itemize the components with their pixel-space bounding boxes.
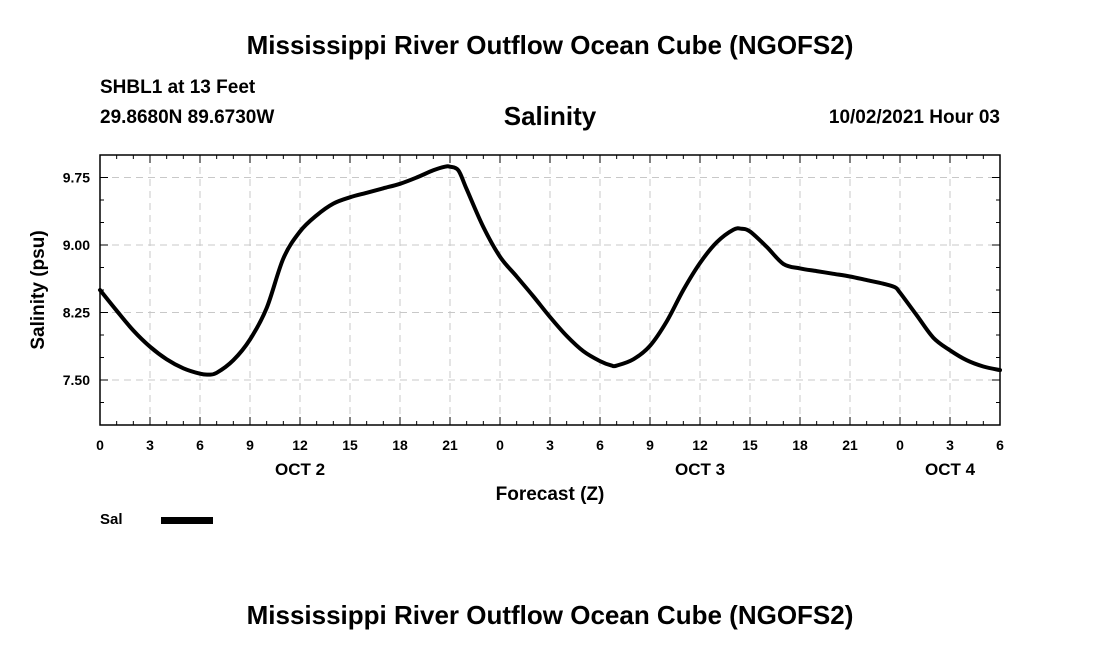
day-label: OCT 4 (925, 460, 976, 479)
x-tick-label: 3 (946, 437, 954, 453)
x-tick-label: 12 (292, 437, 308, 453)
x-tick-label: 0 (496, 437, 504, 453)
x-tick-label: 6 (596, 437, 604, 453)
datetime-label: 10/02/2021 Hour 03 (828, 107, 1000, 128)
x-tick-label: 3 (546, 437, 554, 453)
x-tick-label: 6 (996, 437, 1004, 453)
y-axis-title: Salinity (psu) (28, 230, 49, 349)
x-tick-label: 15 (342, 437, 358, 453)
x-tick-label: 15 (742, 437, 758, 453)
chart-title: Salinity (503, 101, 597, 131)
x-tick-label: 0 (96, 437, 104, 453)
coordinates-label: 29.8680N 89.6730W (100, 107, 275, 128)
grid (100, 155, 1000, 425)
x-tick-label: 21 (842, 437, 858, 453)
y-tick-label: 7.50 (63, 372, 90, 388)
series (98, 164, 1002, 377)
day-label: OCT 3 (675, 460, 725, 479)
station-label: SHBL1 at 13 Feet (100, 77, 256, 98)
x-tick-label: 21 (442, 437, 458, 453)
day-label: OCT 2 (275, 460, 325, 479)
footer-title: Mississippi River Outflow Ocean Cube (NG… (246, 600, 854, 630)
legend-line-swatch (161, 517, 213, 524)
x-axis-title: Forecast (Z) (496, 484, 605, 505)
main-title: Mississippi River Outflow Ocean Cube (NG… (246, 30, 854, 60)
x-tick-label: 9 (646, 437, 654, 453)
x-tick-label: 18 (392, 437, 408, 453)
x-tick-label: 12 (692, 437, 708, 453)
x-tick-label: 6 (196, 437, 204, 453)
y-tick-label: 9.00 (63, 237, 90, 253)
y-tick-label: 8.25 (63, 305, 90, 321)
axis-ticks (99, 154, 1001, 426)
x-tick-label: 18 (792, 437, 808, 453)
x-tick-label: 3 (146, 437, 154, 453)
y-tick-label: 9.75 (63, 170, 90, 186)
x-tick-label: 0 (896, 437, 904, 453)
axis-labels: 0 3 6 9 12 15 18 21 0 3 6 9 12 15 18 21 0 3 6 7.50 8.25 9.00 9… (63, 170, 1004, 480)
plot-frame (99, 154, 1001, 426)
x-tick-label: 9 (246, 437, 254, 453)
series-line-sal (98, 164, 1002, 377)
legend-label: Sal (100, 511, 123, 528)
